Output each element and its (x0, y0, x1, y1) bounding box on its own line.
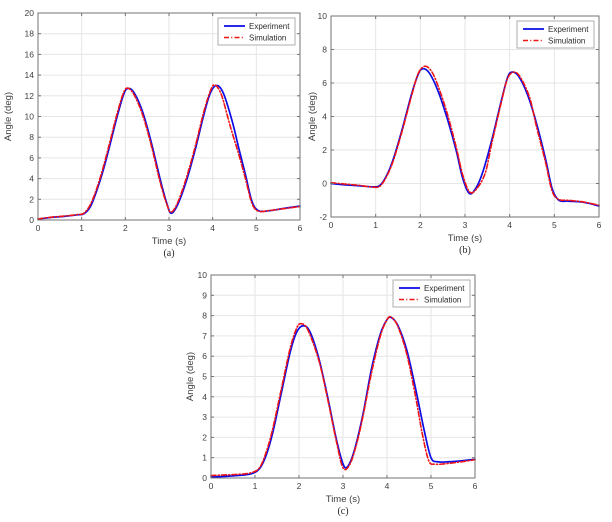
legend-label-experiment: Experiment (424, 284, 465, 293)
y-axis-label: Angle (deg) (307, 92, 318, 141)
chart-svg-c: 0 1 2 3 4 5 6 0 1 2 3 4 5 6 7 8 9 10 Time (s) Angle (deg) (c… (185, 270, 478, 517)
x-tick-label: 6 (597, 220, 602, 230)
y-tick-label: 7 (202, 331, 207, 341)
subplot-c: 0 1 2 3 4 5 6 0 1 2 3 4 5 6 7 8 9 10 Time (s) Angle (deg) (c… (153, 261, 483, 522)
x-tick-label: 1 (253, 481, 258, 491)
y-tick-label: 2 (202, 432, 207, 442)
y-tick-label: 8 (322, 45, 327, 55)
x-tick-label: 1 (373, 220, 378, 230)
x-tick-label: 6 (298, 223, 303, 233)
x-tick-label: 5 (254, 223, 259, 233)
legend-box (217, 17, 296, 46)
subplot-b: 0 1 2 3 4 5 6 -2 0 2 4 6 8 10 Time (s) Angle (deg) (b) Ex… (306, 0, 612, 261)
x-tick-label: 4 (385, 481, 390, 491)
legend-label-simulation: Simulation (424, 295, 461, 304)
y-tick-label: 20 (25, 8, 35, 18)
y-tick-label: 6 (322, 78, 327, 88)
x-tick-label: 3 (463, 220, 468, 230)
x-tick-label: 3 (167, 223, 172, 233)
legend: Experiment Simulation (217, 17, 296, 46)
legend: Experiment Simulation (516, 20, 595, 49)
y-tick-label: 10 (198, 270, 208, 280)
x-tick-label: 4 (210, 223, 215, 233)
y-tick-label: 8 (29, 132, 34, 142)
y-axis-label: Angle (deg) (185, 352, 196, 401)
y-tick-label: 9 (202, 290, 207, 300)
y-tick-label: 12 (25, 91, 35, 101)
y-tick-label: 4 (322, 112, 327, 122)
y-tick-label: 6 (29, 153, 34, 163)
subplot-caption: (b) (459, 245, 471, 256)
y-tick-label: 16 (25, 49, 35, 59)
x-tick-label: 2 (297, 481, 302, 491)
y-tick-label: 6 (202, 351, 207, 361)
legend-label-simulation: Simulation (249, 33, 286, 42)
simulation-line (210, 315, 476, 477)
legend: Experiment Simulation (392, 279, 471, 308)
simulation-line (330, 65, 600, 207)
y-tick-label: 1 (202, 453, 207, 463)
x-tick-label: 2 (418, 220, 423, 230)
subplot-a: 0 1 2 3 4 5 6 0 2 4 6 8 10 12 14 16 18 20 Time (s) Angle (d… (0, 0, 306, 261)
legend-label-simulation: Simulation (548, 36, 585, 45)
y-tick-label: 4 (29, 174, 34, 184)
legend-label-experiment: Experiment (548, 25, 589, 34)
legend-box (516, 20, 595, 49)
x-axis-label: Time (s) (326, 494, 360, 505)
y-tick-label: 14 (25, 70, 35, 80)
y-tick-label: -2 (319, 212, 327, 222)
y-tick-label: 5 (202, 372, 207, 382)
x-tick-label: 0 (36, 223, 41, 233)
x-tick-label: 3 (341, 481, 346, 491)
y-tick-label: 2 (322, 145, 327, 155)
x-axis-label: Time (s) (152, 236, 186, 247)
x-tick-label: 4 (507, 220, 512, 230)
y-tick-label: 8 (202, 311, 207, 321)
legend-label-experiment: Experiment (249, 22, 290, 31)
x-tick-label: 2 (123, 223, 128, 233)
y-tick-label: 0 (202, 473, 207, 483)
y-tick-label: 3 (202, 412, 207, 422)
experiment-line (210, 316, 476, 478)
x-tick-label: 0 (329, 220, 334, 230)
x-tick-label: 0 (209, 481, 214, 491)
x-tick-label: 6 (473, 481, 478, 491)
subplot-caption: (c) (337, 506, 348, 517)
y-tick-label: 18 (25, 29, 35, 39)
subplot-caption: (a) (163, 248, 174, 259)
x-tick-label: 5 (429, 481, 434, 491)
y-tick-label: 10 (318, 11, 328, 21)
x-tick-label: 5 (552, 220, 557, 230)
x-axis-label: Time (s) (448, 233, 482, 244)
y-axis-label: Angle (deg) (3, 92, 14, 141)
y-tick-label: 2 (29, 194, 34, 204)
y-tick-label: 0 (29, 215, 34, 225)
legend-box (392, 279, 471, 308)
y-tick-label: 10 (25, 112, 35, 122)
y-tick-label: 4 (202, 392, 207, 402)
simulation-line (37, 84, 301, 220)
x-tick-label: 1 (79, 223, 84, 233)
y-tick-label: 0 (322, 179, 327, 189)
